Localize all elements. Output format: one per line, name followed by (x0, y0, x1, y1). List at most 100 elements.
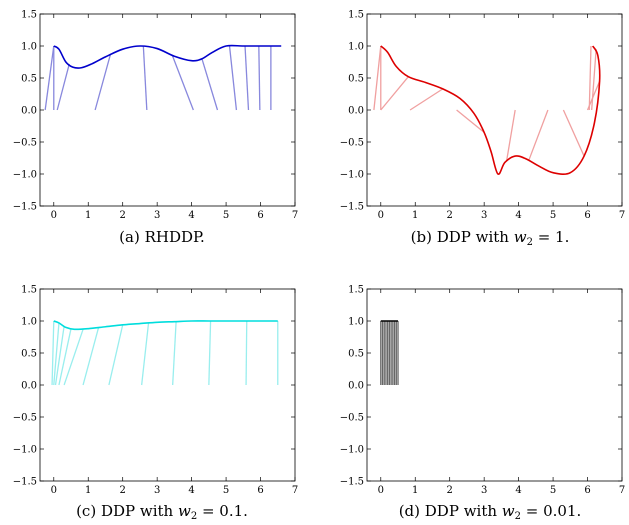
panel-1: −1.5 −1.0 −0.5 0.0 0.5 1.0 1.5 0 1 2 3 4 5 6 7 (a) RHDD… (13, 10, 298, 247)
plot-area (373, 45, 601, 176)
y-tick-label: 1.5 (21, 285, 37, 296)
x-tick-label: 4 (515, 210, 521, 221)
axes-frame (39, 13, 296, 207)
x-tick-label: 1 (85, 485, 91, 496)
y-tick-label: −0.5 (13, 413, 37, 424)
x-tick-label: 3 (481, 485, 487, 496)
x-tick-label: 0 (378, 485, 384, 496)
rod-5 (63, 329, 84, 386)
x-tick-label: 0 (378, 210, 384, 221)
rod-8 (562, 109, 585, 157)
rod-2 (53, 322, 60, 386)
rod-10 (258, 45, 261, 111)
x-tick-label: 6 (584, 210, 590, 221)
x-tick-label: 7 (292, 485, 298, 496)
rod-7 (528, 109, 549, 161)
panel-caption: (c) DDP with w2 = 0.1. (76, 502, 248, 522)
rod-3 (380, 76, 409, 111)
x-tick-label: 6 (257, 210, 263, 221)
x-tick-label: 2 (447, 485, 453, 496)
y-tick-label: 0.5 (348, 74, 364, 85)
rod-4 (58, 328, 72, 386)
x-tick-label: 1 (85, 210, 91, 221)
x-tick-label: 4 (515, 485, 521, 496)
trajectory-line (53, 320, 278, 331)
y-tick-label: 1.0 (348, 42, 364, 53)
x-tick-label: 5 (223, 210, 229, 221)
y-tick-label: 1.0 (21, 317, 37, 328)
y-tick-label: −0.5 (340, 413, 364, 424)
y-tick-label: −1.0 (340, 445, 364, 456)
y-tick-label: 0.0 (21, 106, 37, 117)
y-tick-label: −1.5 (13, 477, 37, 488)
rod-11 (245, 320, 248, 386)
panel-caption: (b) DDP with w2 = 1. (411, 228, 570, 248)
plot-area (51, 320, 279, 386)
rod-9 (172, 321, 177, 386)
y-tick-label: 0.0 (21, 381, 37, 392)
x-tick-label: 7 (619, 485, 625, 496)
y-tick-label: 0.0 (348, 381, 364, 392)
y-tick-label: −0.5 (340, 138, 364, 149)
x-tick-label: 2 (120, 485, 126, 496)
rod-6 (172, 56, 194, 111)
x-tick-label: 0 (51, 485, 57, 496)
rod-1 (373, 45, 382, 111)
plot-area (380, 320, 399, 385)
axes-frame (366, 288, 623, 482)
x-tick-label: 5 (550, 210, 556, 221)
x-tick-label: 7 (292, 210, 298, 221)
x-tick-label: 3 (154, 210, 160, 221)
y-tick-label: 0.5 (348, 349, 364, 360)
y-tick-label: −1.0 (13, 445, 37, 456)
x-tick-label: 4 (188, 210, 194, 221)
rod-7 (108, 324, 124, 386)
rod-5 (456, 109, 485, 133)
x-tick-label: 1 (412, 485, 418, 496)
x-tick-label: 6 (257, 485, 263, 496)
x-tick-label: 2 (447, 210, 453, 221)
rod-6 (82, 327, 100, 386)
x-tick-label: 4 (188, 485, 194, 496)
y-tick-label: −1.5 (340, 477, 364, 488)
y-tick-label: 1.5 (21, 10, 37, 21)
x-tick-label: 2 (120, 210, 126, 221)
trajectory-line (53, 44, 282, 69)
panel-caption: (a) RHDDP. (119, 228, 205, 246)
rod-11 (586, 80, 601, 111)
x-tick-label: 7 (619, 210, 625, 221)
panel-caption: (d) DDP with w2 = 0.01. (399, 502, 582, 522)
y-tick-label: 0.5 (21, 74, 37, 85)
y-tick-label: −0.5 (13, 138, 37, 149)
x-tick-label: 0 (51, 210, 57, 221)
rod-2 (56, 63, 70, 111)
x-tick-label: 3 (154, 485, 160, 496)
rod-4 (94, 53, 112, 111)
y-tick-label: 1.0 (348, 317, 364, 328)
y-tick-label: −1.5 (13, 202, 37, 213)
y-tick-label: 0.5 (21, 349, 37, 360)
rod-8 (228, 45, 238, 111)
y-tick-label: 1.5 (348, 285, 364, 296)
x-tick-label: 5 (550, 485, 556, 496)
panel-4: −1.5 −1.0 −0.5 0.0 0.5 1.0 1.5 0 1 2 3 4 5 6 7 (d) DDP … (340, 285, 625, 523)
x-tick-label: 6 (584, 485, 590, 496)
rod-10 (591, 49, 597, 111)
rod-6 (505, 109, 516, 162)
rod-1 (51, 320, 55, 386)
x-tick-label: 1 (412, 210, 418, 221)
y-tick-label: 0.0 (348, 106, 364, 117)
rod-7 (201, 58, 219, 111)
x-tick-label: 5 (223, 485, 229, 496)
y-tick-label: −1.0 (13, 170, 37, 181)
rod-9 (588, 45, 592, 111)
x-tick-label: 3 (481, 210, 487, 221)
plot-area (44, 44, 282, 111)
panel-2: −1.5 −1.0 −0.5 0.0 0.5 1.0 1.5 0 1 2 3 4 5 6 7 (b) DDP … (340, 10, 625, 249)
rod-9 (244, 45, 250, 111)
y-tick-label: −1.5 (340, 202, 364, 213)
y-tick-label: −1.0 (340, 170, 364, 181)
rod-8 (141, 322, 150, 386)
trajectory-line (380, 45, 601, 176)
